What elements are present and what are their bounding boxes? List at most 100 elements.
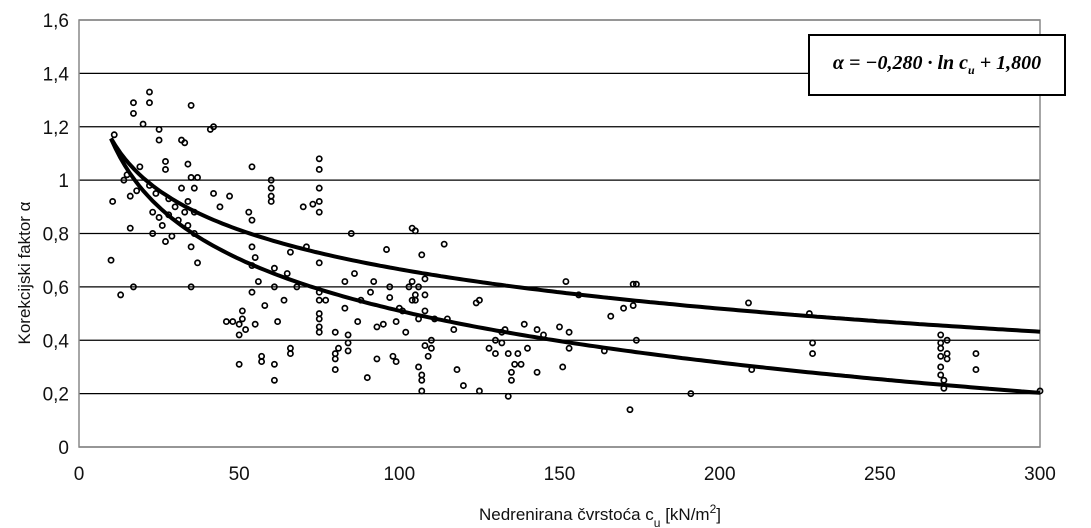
- y-axis-label: Korekcijski faktor α: [15, 201, 34, 344]
- data-point: [267, 176, 275, 184]
- data-point: [373, 355, 381, 363]
- data-point: [421, 307, 429, 315]
- data-point: [315, 155, 323, 163]
- data-point: [943, 355, 951, 363]
- equation-text: α = −0,280 · ln cu + 1,800: [832, 52, 1042, 77]
- data-point: [341, 278, 349, 285]
- data-point: [408, 296, 416, 304]
- data-point: [181, 208, 189, 216]
- data-point: [335, 344, 342, 352]
- data-point: [315, 259, 323, 267]
- data-point: [136, 163, 144, 171]
- data-point: [341, 304, 349, 312]
- data-point: [216, 203, 224, 211]
- data-point: [344, 331, 352, 339]
- data-point: [367, 288, 374, 296]
- data-point: [286, 248, 294, 256]
- data-point: [270, 264, 278, 272]
- data-point: [267, 192, 275, 200]
- y-tick-label: 0,6: [43, 278, 69, 299]
- data-point: [315, 328, 323, 336]
- data-point: [533, 326, 541, 334]
- data-point: [363, 374, 371, 382]
- y-tick-label: 1,4: [43, 64, 70, 85]
- data-point: [120, 176, 128, 184]
- data-point: [533, 368, 541, 376]
- data-point: [109, 198, 117, 205]
- data-point: [331, 328, 339, 336]
- data-point: [421, 291, 429, 299]
- data-point: [322, 296, 330, 304]
- data-point: [809, 339, 817, 347]
- data-point: [126, 224, 134, 232]
- data-point: [274, 318, 282, 326]
- data-point: [155, 125, 163, 133]
- data-point: [453, 366, 461, 374]
- data-point: [130, 283, 137, 291]
- data-point: [194, 259, 201, 267]
- data-point: [940, 376, 948, 384]
- data-point: [194, 174, 201, 181]
- data-point: [370, 278, 378, 285]
- x-tick-label: 150: [544, 464, 576, 485]
- data-point: [418, 376, 426, 384]
- data-point: [248, 243, 256, 251]
- data-point: [210, 123, 217, 131]
- y-tick-label: 0: [58, 438, 69, 459]
- data-point: [242, 326, 250, 334]
- data-point: [270, 376, 278, 384]
- data-point: [139, 120, 147, 128]
- data-point: [379, 320, 387, 328]
- y-tick-label: 1: [58, 171, 69, 192]
- data-point: [383, 246, 390, 253]
- data-point: [424, 352, 432, 360]
- data-point: [504, 350, 512, 358]
- data-point: [392, 318, 400, 326]
- data-point: [972, 366, 980, 374]
- data-point: [392, 358, 400, 366]
- data-point: [299, 203, 307, 211]
- data-point: [559, 363, 567, 371]
- data-point: [508, 368, 515, 376]
- data-point: [315, 184, 323, 192]
- data-point: [258, 358, 266, 366]
- data-point: [440, 240, 448, 248]
- data-point: [937, 339, 945, 347]
- data-point: [254, 278, 262, 285]
- data-point: [427, 336, 435, 344]
- y-tick-label: 0,2: [43, 385, 69, 406]
- data-point: [421, 342, 429, 350]
- data-point: [504, 392, 512, 400]
- data-point: [427, 344, 435, 352]
- data-point: [187, 283, 195, 291]
- data-point: [309, 200, 317, 208]
- data-point: [411, 291, 419, 299]
- y-tick-label: 1,2: [43, 118, 69, 139]
- x-tick-label: 50: [229, 464, 250, 485]
- data-point: [514, 350, 522, 358]
- data-point: [315, 198, 323, 205]
- y-tick-label: 0,4: [43, 331, 70, 352]
- data-point: [315, 310, 323, 318]
- data-point: [565, 328, 573, 336]
- x-axis-label: Nedrenirana čvrstoća cu [kN/m2]: [479, 502, 721, 528]
- data-point: [629, 280, 637, 288]
- data-point: [411, 296, 419, 304]
- data-point: [331, 366, 339, 374]
- data-point: [331, 355, 339, 363]
- x-tick-label: 250: [864, 464, 896, 485]
- data-point: [498, 339, 506, 347]
- data-point: [520, 320, 528, 328]
- data-point: [937, 371, 945, 379]
- data-point: [315, 315, 323, 323]
- data-point: [517, 360, 525, 368]
- data-point: [248, 288, 256, 296]
- data-point: [267, 198, 275, 205]
- data-point: [130, 109, 137, 117]
- data-point: [629, 302, 637, 310]
- data-point: [687, 390, 695, 398]
- data-point: [146, 99, 153, 107]
- data-point: [152, 190, 160, 197]
- data-point: [155, 214, 163, 221]
